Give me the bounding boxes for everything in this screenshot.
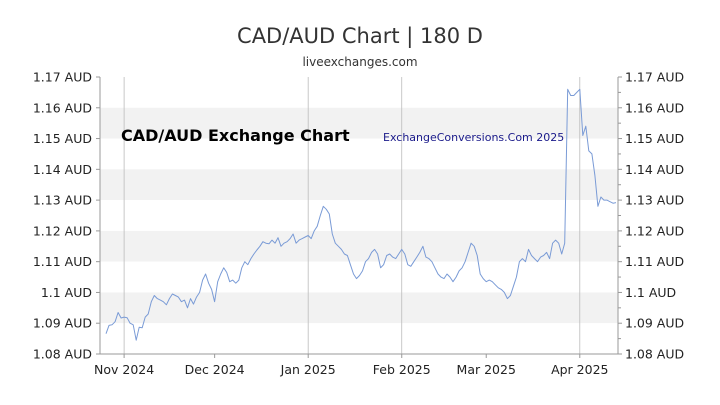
background-band bbox=[100, 230, 618, 262]
x-tick-label: Jan 2025 bbox=[280, 362, 336, 377]
chart-title: CAD/AUD Chart | 180 D bbox=[237, 24, 483, 48]
background-band bbox=[100, 77, 618, 108]
chart-subtitle: liveexchanges.com bbox=[302, 55, 418, 69]
y-tick-label-left: 1.09 AUD bbox=[33, 316, 92, 331]
y-tick-label-left: 1.12 AUD bbox=[33, 223, 92, 238]
y-tick-label-left: 1.13 AUD bbox=[33, 193, 92, 208]
y-axis-right: 1.17 AUD 1.16 AUD 1.15 AUD 1.14 AUD 1.13 AUD… bbox=[618, 70, 684, 362]
y-tick-label-left: 1.16 AUD bbox=[33, 100, 92, 115]
background-band bbox=[100, 200, 618, 231]
series-group bbox=[105, 88, 617, 341]
vertical-gridlines bbox=[123, 77, 581, 354]
series-line bbox=[105, 88, 617, 341]
x-axis: Nov 2024 Dec 2024 Jan 2025 Feb 2025 Mar 2025… bbox=[94, 354, 608, 377]
x-tick-label: Nov 2024 bbox=[94, 362, 154, 377]
y-tick-label-right: 1.12 AUD bbox=[625, 223, 684, 238]
background-band bbox=[100, 169, 618, 201]
background-band bbox=[100, 138, 618, 170]
y-tick-label-left: 1.15 AUD bbox=[33, 131, 92, 146]
y-tick-label-left: 1.14 AUD bbox=[33, 162, 92, 177]
y-tick-label-right: 1.09 AUD bbox=[625, 316, 684, 331]
y-tick-label-right: 1.14 AUD bbox=[625, 162, 684, 177]
x-tick-label: Feb 2025 bbox=[373, 362, 431, 377]
y-tick-label-right: 1.1 AUD bbox=[625, 285, 676, 300]
y-axis-left: 1.17 AUD 1.16 AUD 1.15 AUD 1.14 AUD 1.13 AUD… bbox=[33, 70, 100, 362]
y-tick-label-right: 1.13 AUD bbox=[625, 193, 684, 208]
y-tick-label-left: 1.1 AUD bbox=[41, 285, 92, 300]
y-tick-label-right: 1.16 AUD bbox=[625, 100, 684, 115]
background-band bbox=[100, 261, 618, 293]
y-tick-label-left: 1.17 AUD bbox=[33, 70, 92, 85]
y-tick-label-left: 1.11 AUD bbox=[33, 254, 92, 269]
y-tick-label-right: 1.11 AUD bbox=[625, 254, 684, 269]
background-band bbox=[100, 107, 618, 139]
background-band bbox=[100, 323, 618, 354]
y-tick-label-right: 1.17 AUD bbox=[625, 70, 684, 85]
background-bands bbox=[100, 77, 618, 354]
watermark-text: ExchangeConversions.Com 2025 bbox=[383, 131, 564, 144]
y-tick-label-left: 1.08 AUD bbox=[33, 347, 92, 362]
y-tick-label-right: 1.15 AUD bbox=[625, 131, 684, 146]
x-tick-label: Dec 2024 bbox=[185, 362, 245, 377]
y-tick-label-right: 1.08 AUD bbox=[625, 347, 684, 362]
inner-chart-title: CAD/AUD Exchange Chart bbox=[121, 126, 350, 145]
x-tick-label: Apr 2025 bbox=[551, 362, 608, 377]
background-band bbox=[100, 292, 618, 324]
x-tick-label: Mar 2025 bbox=[457, 362, 516, 377]
